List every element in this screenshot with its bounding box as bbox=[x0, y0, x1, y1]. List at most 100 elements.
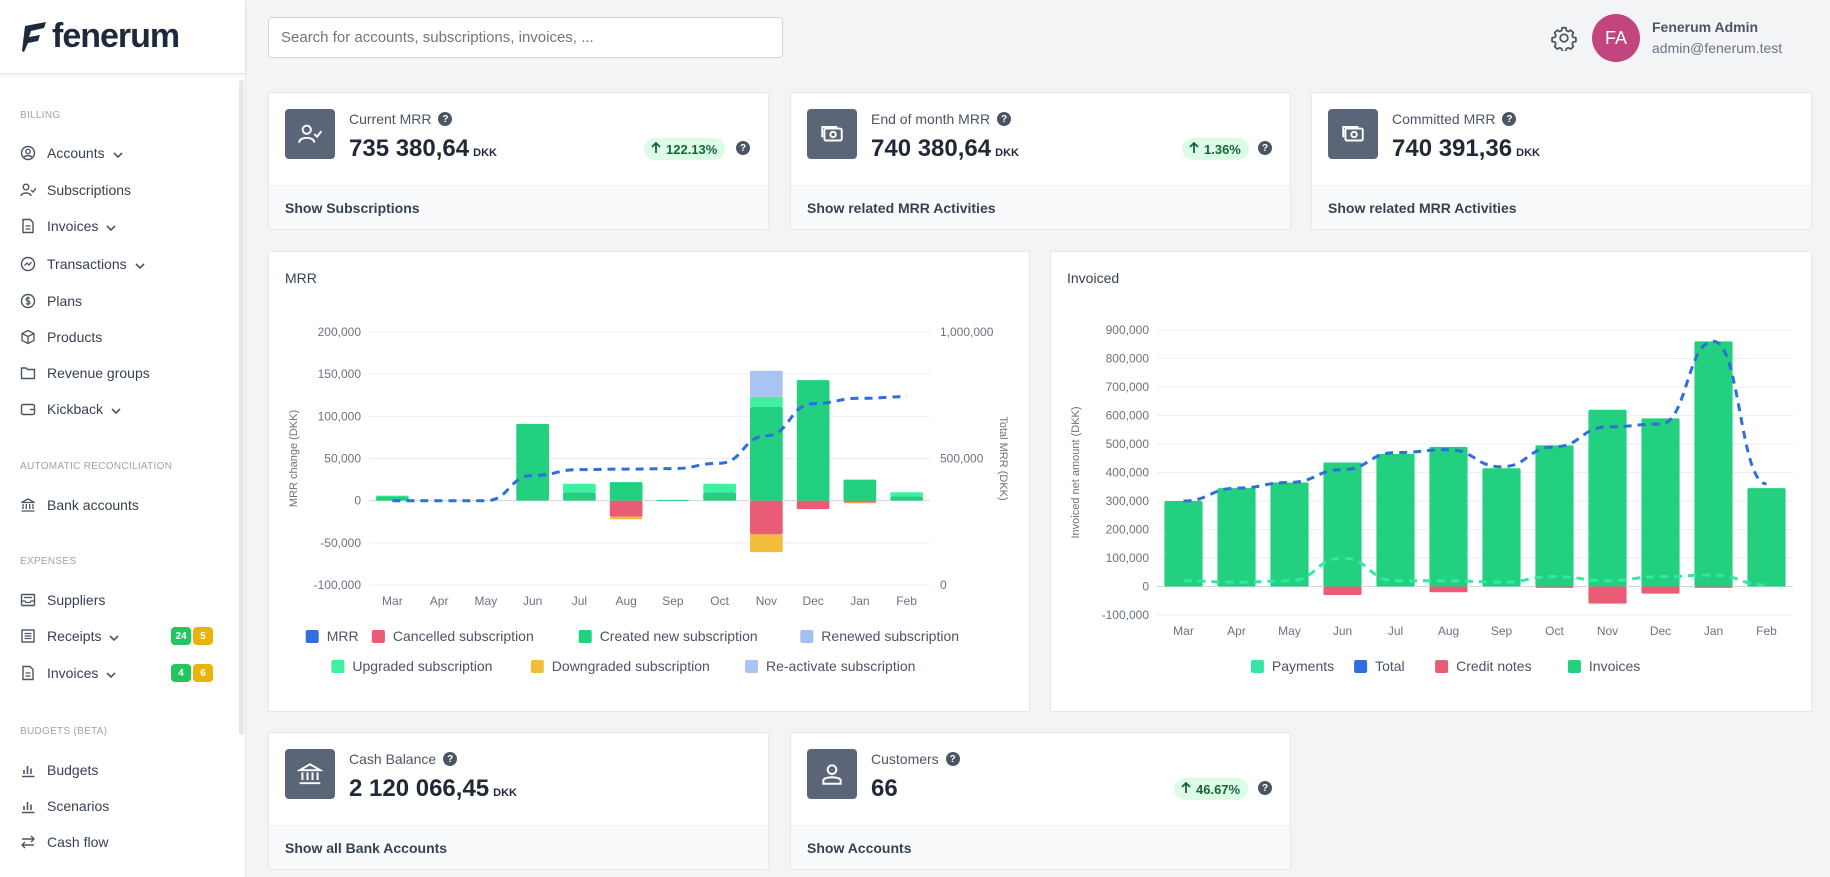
x-tick-label: Jul bbox=[572, 594, 587, 608]
kpi-value-number: 740 391,36 bbox=[1392, 135, 1513, 162]
avatar[interactable]: FA bbox=[1592, 14, 1640, 62]
brand-logo[interactable]: fenerum bbox=[0, 0, 245, 74]
show-accounts-link[interactable]: Show Accounts bbox=[791, 825, 1290, 869]
bar-created-new-subscription bbox=[516, 423, 549, 501]
cube-icon bbox=[20, 329, 36, 345]
cash-icon bbox=[807, 109, 857, 159]
y-axis-title: MRR change (DKK) bbox=[288, 410, 300, 507]
chevron-down-icon bbox=[109, 628, 120, 644]
help-icon[interactable]: ? bbox=[997, 112, 1012, 126]
list-icon bbox=[20, 628, 36, 644]
document-icon bbox=[20, 665, 36, 681]
y-tick-label: 150,000 bbox=[318, 367, 362, 381]
bar-upgraded-subscription bbox=[563, 483, 596, 493]
sidebar-item-invoices[interactable]: Invoices bbox=[20, 214, 116, 238]
bar-created-new-subscription bbox=[609, 482, 643, 501]
y-tick-label: -100,000 bbox=[314, 578, 362, 592]
kpi-value-number: 740 380,64 bbox=[871, 135, 992, 162]
section-budgets: BUDGETS (BETA) bbox=[20, 726, 108, 737]
sidebar-scrollbar[interactable] bbox=[239, 80, 244, 735]
mrr-chart-card: MRR 200,000 150,000 100,000 50,000 0 -50,000 -… bbox=[268, 251, 1030, 712]
x-tick-label: Jan bbox=[1704, 624, 1723, 638]
sidebar-item-subscriptions[interactable]: Subscriptions bbox=[20, 178, 131, 202]
kpi-value: 2 120 066,45 DKK bbox=[349, 775, 517, 803]
sidebar-item-kickback[interactable]: Kickback bbox=[20, 397, 121, 421]
y2-tick-label: 0 bbox=[940, 578, 947, 592]
invoices-pending-badge: 6 bbox=[193, 664, 213, 682]
y2-tick-label: 1,000,000 bbox=[940, 325, 994, 339]
x-tick-label: Oct bbox=[710, 594, 729, 608]
dollar-circle-icon bbox=[20, 293, 36, 309]
user-name[interactable]: Fenerum Admin bbox=[1652, 19, 1759, 35]
bar-downgraded-subscription bbox=[750, 534, 783, 553]
kpi-value-number: 2 120 066,45 bbox=[349, 775, 490, 802]
x-tick-label: Apr bbox=[1227, 624, 1246, 638]
y-axis-title: Invoiced net amount (DKK) bbox=[1070, 406, 1082, 538]
legend-swatch bbox=[331, 660, 345, 673]
show-subscriptions-link[interactable]: Show Subscriptions bbox=[269, 185, 768, 229]
help-icon[interactable]: ? bbox=[945, 752, 960, 766]
brand-name: fenerum bbox=[52, 17, 180, 55]
sidebar-item-plans[interactable]: Plans bbox=[20, 289, 82, 313]
legend-label: Renewed subscription bbox=[821, 628, 959, 644]
sidebar-item-label: Plans bbox=[47, 293, 83, 309]
sidebar-item-accounts[interactable]: Accounts bbox=[20, 141, 123, 165]
kpi-label-text: Current MRR bbox=[349, 111, 432, 127]
legend-label: MRR bbox=[327, 628, 359, 644]
x-tick-label: Jul bbox=[1388, 624, 1403, 638]
sidebar-item-label: Accounts bbox=[47, 145, 105, 161]
sidebar-item-suppliers[interactable]: Suppliers bbox=[20, 588, 105, 612]
show-related-mrr-activities-link[interactable]: Show related MRR Activities bbox=[1312, 185, 1811, 229]
x-tick-label: Aug bbox=[1438, 624, 1459, 638]
sidebar-item-scenarios[interactable]: Scenarios bbox=[20, 794, 109, 818]
x-tick-label: Feb bbox=[1756, 624, 1777, 638]
bar-cancelled-subscription bbox=[796, 500, 830, 510]
bar-upgraded-subscription bbox=[890, 492, 923, 497]
sidebar-item-label: Transactions bbox=[47, 256, 127, 272]
x-tick-label: Sep bbox=[1491, 624, 1513, 638]
x-tick-label: Nov bbox=[1597, 624, 1618, 638]
help-icon[interactable]: ? bbox=[443, 752, 458, 766]
legend-label: Credit notes bbox=[1456, 658, 1531, 674]
y-tick-label: 0 bbox=[1142, 580, 1149, 594]
search-input[interactable] bbox=[268, 17, 783, 58]
bar-chart-icon bbox=[20, 798, 36, 814]
inbox-icon bbox=[20, 592, 36, 608]
show-all-bank-accounts-link[interactable]: Show all Bank Accounts bbox=[269, 825, 768, 869]
show-related-mrr-activities-link[interactable]: Show related MRR Activities bbox=[791, 185, 1290, 229]
sidebar-item-label: Kickback bbox=[47, 401, 104, 417]
sidebar-item-bank-accounts[interactable]: Bank accounts bbox=[20, 493, 139, 517]
sidebar-item-cash-flow[interactable]: Cash flow bbox=[20, 830, 108, 854]
user-icon bbox=[807, 749, 857, 799]
x-tick-label: Apr bbox=[430, 594, 449, 608]
settings-gear-icon[interactable] bbox=[1551, 25, 1577, 56]
change-badge: 46.67% bbox=[1174, 778, 1249, 800]
sidebar-item-receipts[interactable]: Receipts bbox=[20, 624, 120, 648]
wallet-icon bbox=[20, 401, 36, 417]
help-icon[interactable]: ? bbox=[736, 141, 750, 155]
sidebar-item-revenue-groups[interactable]: Revenue groups bbox=[20, 361, 150, 385]
y-tick-label: 100,000 bbox=[318, 409, 362, 423]
kpi-label-text: Cash Balance bbox=[349, 751, 437, 767]
kpi-label: End of month MRR? bbox=[871, 111, 1012, 127]
help-icon[interactable]: ? bbox=[438, 112, 453, 126]
sidebar-item-expense-invoices[interactable]: Invoices bbox=[20, 661, 116, 685]
kpi-label-text: Committed MRR bbox=[1392, 111, 1496, 127]
fenerum-logo-icon bbox=[22, 21, 46, 52]
legend-label: Total bbox=[1375, 658, 1405, 674]
sidebar-item-products[interactable]: Products bbox=[20, 325, 102, 349]
sidebar-item-transactions[interactable]: Transactions bbox=[20, 252, 145, 276]
sidebar-item-budgets[interactable]: Budgets bbox=[20, 758, 98, 782]
help-icon[interactable]: ? bbox=[1258, 141, 1272, 155]
cash-icon bbox=[1328, 109, 1378, 159]
chevron-down-icon bbox=[106, 218, 116, 234]
help-icon[interactable]: ? bbox=[1502, 112, 1517, 126]
sidebar-item-label: Scenarios bbox=[47, 798, 110, 814]
bar-invoices bbox=[1323, 462, 1362, 587]
legend-swatch bbox=[305, 630, 319, 643]
document-icon bbox=[20, 218, 36, 234]
help-icon[interactable]: ? bbox=[1258, 781, 1272, 795]
bar-invoices bbox=[1217, 488, 1256, 587]
chevron-down-icon bbox=[135, 256, 145, 272]
kpi-value-number: 735 380,64 bbox=[349, 135, 470, 162]
